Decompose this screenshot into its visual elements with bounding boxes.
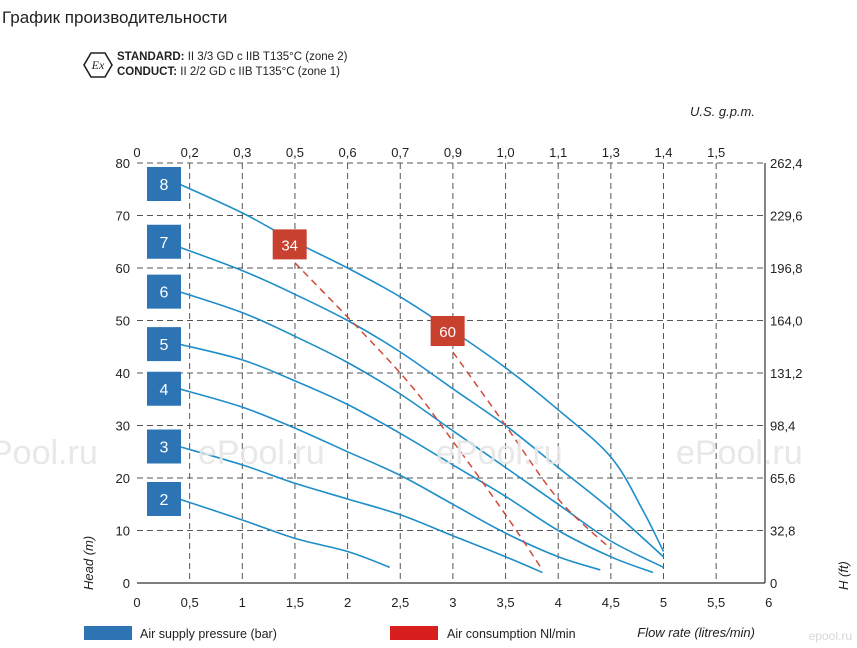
legend-label-consumption: Air consumption Nl/min <box>447 627 576 641</box>
series-line-7 <box>178 246 665 558</box>
pressure-box-7 <box>147 224 181 259</box>
series-line-3 <box>178 445 543 574</box>
x2-tick-label: 0,9 <box>444 145 462 160</box>
x-tick-label: 3 <box>449 595 456 610</box>
series-line-8 <box>178 183 665 552</box>
y-axis-title: Head (m) <box>81 536 96 590</box>
x-tick-label: 2,5 <box>391 595 409 610</box>
consumption-label-34: 34 <box>281 237 298 254</box>
y-tick-label: 30 <box>116 419 130 434</box>
y2-tick-label: 229,6 <box>770 209 803 224</box>
watermark-text: ePool.ru <box>198 434 325 472</box>
x-tick-label: 6 <box>765 595 772 610</box>
series-line-2 <box>178 498 390 569</box>
pressure-label-4: 4 <box>160 382 169 399</box>
y2-tick-label: 32,8 <box>770 524 795 539</box>
chart-legend: Air supply pressure (bar) Air consumption… <box>84 626 576 641</box>
y2-tick-label: 65,6 <box>770 471 795 486</box>
legend-swatch-pressure <box>84 626 132 640</box>
x-tick-label: 0 <box>133 595 140 610</box>
x2-tick-label: 0,3 <box>233 145 251 160</box>
conduct-label: CONDUCT: <box>117 66 178 78</box>
consumption-box-34 <box>272 229 307 260</box>
y-tick-label: 40 <box>116 366 130 381</box>
x2-tick-label: 0,5 <box>286 145 304 160</box>
x2-tick-label: 0,6 <box>339 145 357 160</box>
series-line-5 <box>178 343 654 574</box>
x-tick-label: 0,5 <box>181 595 199 610</box>
y-tick-label: 80 <box>116 156 130 171</box>
consumption-box-60 <box>430 316 465 346</box>
x2-tick-label: 0 <box>133 145 140 160</box>
x2-tick-label: 1,4 <box>654 145 672 160</box>
pressure-box-6 <box>147 274 181 309</box>
chart-grid <box>137 162 765 583</box>
pressure-box-2 <box>147 482 181 516</box>
conduct-text: II 2/2 GD c IIB T135°C (zone 1) <box>180 66 340 78</box>
y-tick-label: 20 <box>116 471 130 486</box>
series-line-4 <box>178 388 601 571</box>
legend-swatch-consumption <box>390 626 438 640</box>
ex-mark-text: Ex <box>91 58 105 72</box>
legend-label-pressure: Air supply pressure (bar) <box>140 627 277 641</box>
pressure-label-8: 8 <box>160 177 169 194</box>
y-tick-label: 10 <box>116 524 130 539</box>
pressure-box-4 <box>147 371 181 406</box>
y-tick-label: 50 <box>116 314 130 329</box>
pressure-label-5: 5 <box>160 337 169 354</box>
pressure-label-3: 3 <box>160 440 169 457</box>
y2-tick-label: 98,4 <box>770 419 795 434</box>
x-tick-label: 5 <box>660 595 667 610</box>
watermark-text: Pool.ru <box>0 434 98 472</box>
y2-tick-label: 0 <box>770 576 777 591</box>
conduct-line: CONDUCT: II 2/2 GD c IIB T135°C (zone 1) <box>117 66 340 78</box>
x2-tick-label: 1,1 <box>549 145 567 160</box>
x2-tick-label: 0,2 <box>181 145 199 160</box>
pressure-label-2: 2 <box>160 492 169 509</box>
pressure-box-5 <box>147 327 181 362</box>
x-tick-label: 5,5 <box>707 595 725 610</box>
pressure-box-3 <box>147 429 181 464</box>
y-tick-label: 70 <box>116 209 130 224</box>
x-tick-label: 2 <box>344 595 351 610</box>
pressure-label-6: 6 <box>160 285 169 302</box>
watermarks: Pool.ru ePool.ru ePool.ru ePool.ru <box>0 434 803 472</box>
x-tick-label: 3,5 <box>497 595 515 610</box>
consumption-label-60: 60 <box>439 324 456 341</box>
y2-tick-label: 196,8 <box>770 261 803 276</box>
y2-axis-title: H (ft) <box>836 561 851 590</box>
chart-axes: 01020304050607080032,865,698,4131,2164,0… <box>116 145 803 610</box>
standard-text: II 3/3 GD c IIB T135°C (zone 2) <box>187 51 348 63</box>
page-title: График производительности <box>2 8 228 27</box>
watermark-text: ePool.ru <box>676 434 803 472</box>
y2-tick-label: 262,4 <box>770 156 803 171</box>
watermark-text: ePool.ru <box>436 434 563 472</box>
x2-axis-title: U.S. g.p.m. <box>690 104 755 119</box>
standard-label: STANDARD: <box>117 51 185 63</box>
y-tick-label: 60 <box>116 261 130 276</box>
pressure-box-8 <box>147 167 181 201</box>
x-tick-label: 1 <box>239 595 246 610</box>
ex-hexagon-icon: Ex <box>83 52 113 78</box>
x2-tick-label: 1,0 <box>497 145 515 160</box>
x2-tick-label: 1,3 <box>602 145 620 160</box>
series-line-6 <box>178 290 664 569</box>
footer-logo: epool.ru <box>809 629 852 643</box>
chart-series <box>178 183 665 574</box>
y2-tick-label: 131,2 <box>770 366 803 381</box>
x2-tick-label: 1,5 <box>707 145 725 160</box>
pressure-label-7: 7 <box>160 235 169 252</box>
series-line-34 <box>294 262 544 571</box>
x-tick-label: 4 <box>555 595 562 610</box>
standard-line: STANDARD: II 3/3 GD c IIB T135°C (zone 2… <box>117 51 347 63</box>
y-tick-label: 0 <box>123 576 130 591</box>
x2-tick-label: 0,7 <box>391 145 409 160</box>
x-tick-label: 4,5 <box>602 595 620 610</box>
series-line-60 <box>452 351 612 550</box>
x-axis-title: Flow rate (litres/min) <box>637 625 755 640</box>
chart-series-labels: 8 7 6 5 4 3 2 34 60 <box>147 167 465 516</box>
x-tick-label: 1,5 <box>286 595 304 610</box>
y2-tick-label: 164,0 <box>770 314 803 329</box>
